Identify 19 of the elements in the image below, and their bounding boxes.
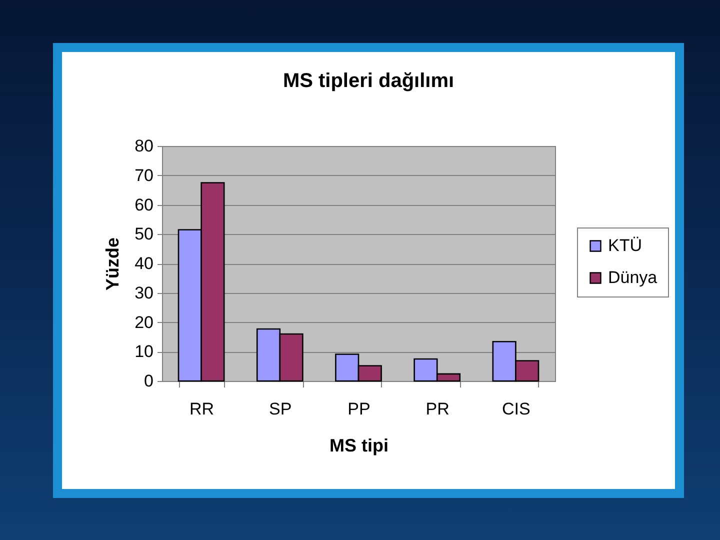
x-tick-label: CIS bbox=[502, 400, 530, 418]
x-tick-label: SP bbox=[269, 400, 292, 418]
y-tick-label: 50 bbox=[134, 224, 154, 244]
y-tick-label: 30 bbox=[134, 283, 154, 302]
y-tick-label: 70 bbox=[134, 166, 154, 185]
y-tick-label: 40 bbox=[134, 254, 154, 273]
y-tick-label: 0 bbox=[144, 372, 154, 390]
x-tick-label: RR bbox=[190, 400, 214, 418]
x-tick-label: PP bbox=[348, 400, 370, 418]
x-axis-title: MS tipi bbox=[330, 436, 388, 456]
y-tick-label: 60 bbox=[134, 195, 154, 214]
chart-title: MS tipleri dağılımı bbox=[282, 70, 454, 92]
y-tick-label: 20 bbox=[134, 312, 154, 332]
y-tick-label: 80 bbox=[134, 136, 154, 156]
legend-label: KTÜ bbox=[608, 236, 642, 255]
legend-label: Dünya bbox=[608, 268, 658, 287]
y-tick-label: 10 bbox=[134, 342, 154, 362]
x-tick-label: PR bbox=[426, 400, 450, 418]
y-axis-title: Yüzde bbox=[102, 237, 123, 291]
